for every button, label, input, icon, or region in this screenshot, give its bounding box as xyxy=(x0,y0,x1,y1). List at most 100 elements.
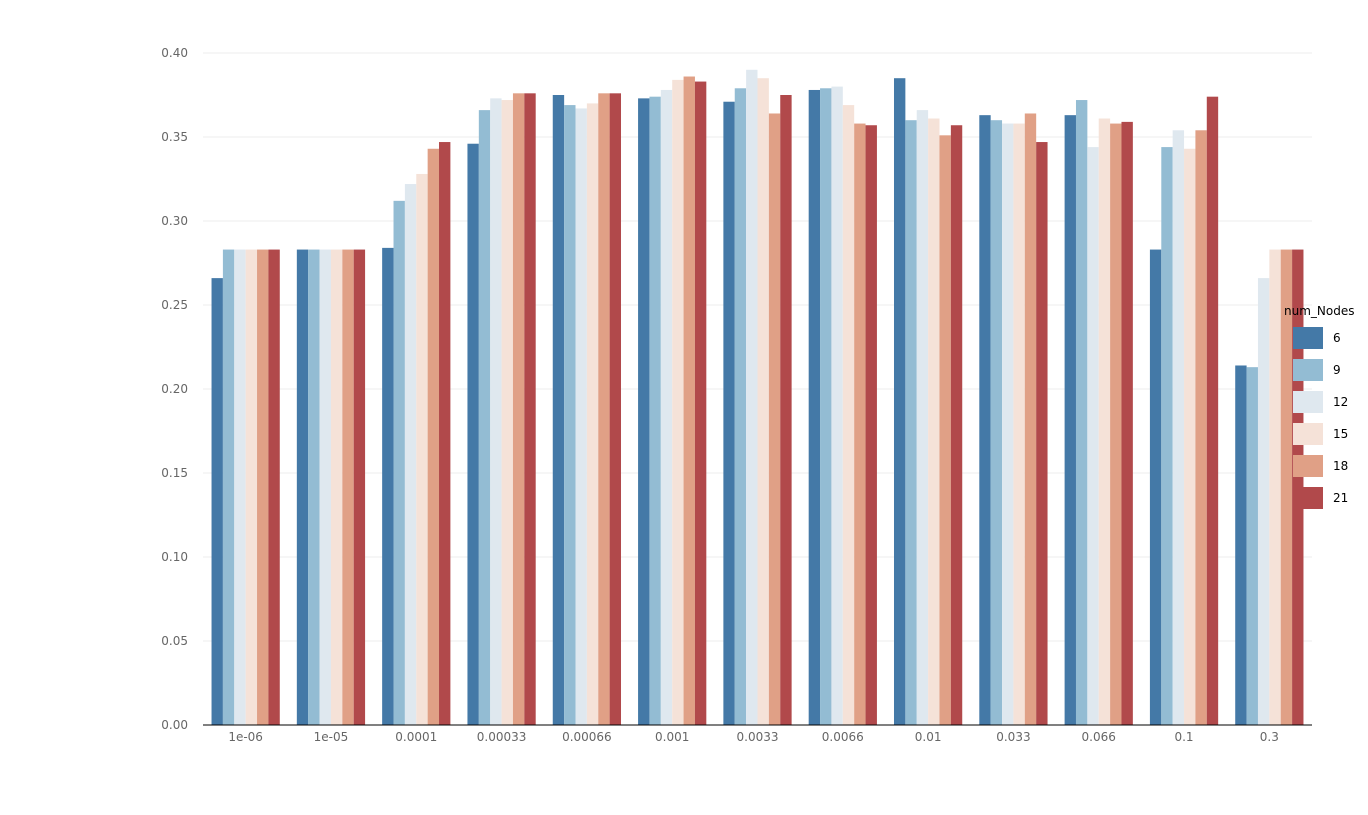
bar xyxy=(893,78,906,725)
bar xyxy=(586,103,599,725)
bar xyxy=(820,88,832,725)
bar xyxy=(1075,100,1088,726)
bar xyxy=(467,143,479,726)
bar xyxy=(342,249,354,725)
bar xyxy=(222,249,235,725)
x-tick-label: 0.066 xyxy=(1082,730,1116,744)
bar xyxy=(1098,118,1111,725)
bar xyxy=(660,89,673,725)
bar xyxy=(234,249,246,725)
bar xyxy=(353,249,366,725)
bar xyxy=(723,101,735,726)
bar xyxy=(842,105,855,725)
bar xyxy=(524,93,536,725)
bar xyxy=(768,113,781,726)
bar xyxy=(672,79,684,725)
bar xyxy=(757,78,769,725)
legend-item: 15 xyxy=(1293,423,1348,445)
bar xyxy=(393,200,405,726)
y-axis-ticks: 0.00 0.05 0.10 0.15 0.20 0.25 0.30 0.35 0.40 xyxy=(161,46,188,732)
bar xyxy=(416,173,428,725)
x-tick-label: 0.001 xyxy=(655,730,689,744)
legend-item: 9 xyxy=(1293,359,1341,381)
bar xyxy=(831,86,843,726)
bar xyxy=(1002,123,1014,725)
bar xyxy=(1036,142,1048,726)
legend-label: 18 xyxy=(1333,459,1348,473)
y-tick-label: 0.25 xyxy=(161,298,188,312)
y-tick-label: 0.15 xyxy=(161,466,188,480)
legend-swatch xyxy=(1293,423,1323,445)
bar xyxy=(490,98,502,726)
legend-swatch xyxy=(1293,391,1323,413)
bar xyxy=(245,249,258,725)
y-tick-label: 0.20 xyxy=(161,382,188,396)
y-tick-label: 0.00 xyxy=(161,718,188,732)
legend-item: 18 xyxy=(1293,455,1348,477)
x-tick-label: 0.00033 xyxy=(477,730,527,744)
x-tick-label: 0.0001 xyxy=(395,730,437,744)
bar xyxy=(1206,96,1219,726)
x-tick-label: 1e-05 xyxy=(314,730,349,744)
bar xyxy=(1121,121,1133,725)
bar xyxy=(268,249,280,725)
bar xyxy=(319,249,331,725)
legend-items: 6 9 12 15 18 21 xyxy=(1293,327,1348,509)
y-tick-label: 0.35 xyxy=(161,130,188,144)
bar xyxy=(1184,148,1196,725)
bar xyxy=(609,93,622,725)
legend-title: num_Nodes xyxy=(1284,304,1354,318)
bar xyxy=(211,278,223,725)
bar xyxy=(575,108,587,725)
legend-swatch xyxy=(1293,359,1323,381)
bar xyxy=(330,249,343,725)
bar xyxy=(1064,115,1076,725)
x-axis-ticks: 1e-06 1e-05 0.0001 0.00033 0.00066 0.001 0.003… xyxy=(228,730,1279,744)
x-tick-label: 0.3 xyxy=(1260,730,1279,744)
bar xyxy=(694,81,707,725)
x-tick-label: 0.0066 xyxy=(822,730,864,744)
bar xyxy=(296,249,309,725)
bar xyxy=(990,120,1003,725)
bar xyxy=(649,96,661,726)
legend-item: 6 xyxy=(1293,327,1341,349)
legend-label: 6 xyxy=(1333,331,1341,345)
bar xyxy=(1172,130,1185,725)
bar xyxy=(916,110,929,726)
bar xyxy=(564,105,576,725)
bar xyxy=(382,247,394,725)
bar xyxy=(552,95,565,725)
bar xyxy=(808,89,821,725)
bar xyxy=(683,76,695,725)
bar xyxy=(512,93,525,725)
y-tick-label: 0.30 xyxy=(161,214,188,228)
bar xyxy=(1195,130,1207,725)
bar xyxy=(746,69,758,726)
bar xyxy=(638,98,650,726)
bar xyxy=(854,123,866,725)
bar xyxy=(1280,249,1293,725)
bar xyxy=(501,100,513,726)
x-tick-label: 1e-06 xyxy=(228,730,263,744)
legend-label: 15 xyxy=(1333,427,1348,441)
x-tick-label: 0.1 xyxy=(1174,730,1193,744)
y-tick-label: 0.05 xyxy=(161,634,188,648)
legend-item: 21 xyxy=(1293,487,1348,509)
y-tick-label: 0.40 xyxy=(161,46,188,60)
bar xyxy=(865,125,877,726)
bar xyxy=(1246,367,1258,725)
bar xyxy=(1087,147,1099,725)
x-tick-label: 0.033 xyxy=(996,730,1030,744)
legend: num_Nodes 6 9 12 15 18 21 xyxy=(1284,304,1354,509)
bar xyxy=(439,142,451,726)
bar xyxy=(905,120,917,725)
bar xyxy=(939,135,951,725)
legend-item: 12 xyxy=(1293,391,1348,413)
legend-swatch xyxy=(1293,455,1323,477)
bar xyxy=(308,249,320,725)
x-tick-label: 0.00066 xyxy=(562,730,612,744)
legend-swatch xyxy=(1293,327,1323,349)
bar xyxy=(1024,113,1037,726)
bar xyxy=(1161,147,1173,725)
